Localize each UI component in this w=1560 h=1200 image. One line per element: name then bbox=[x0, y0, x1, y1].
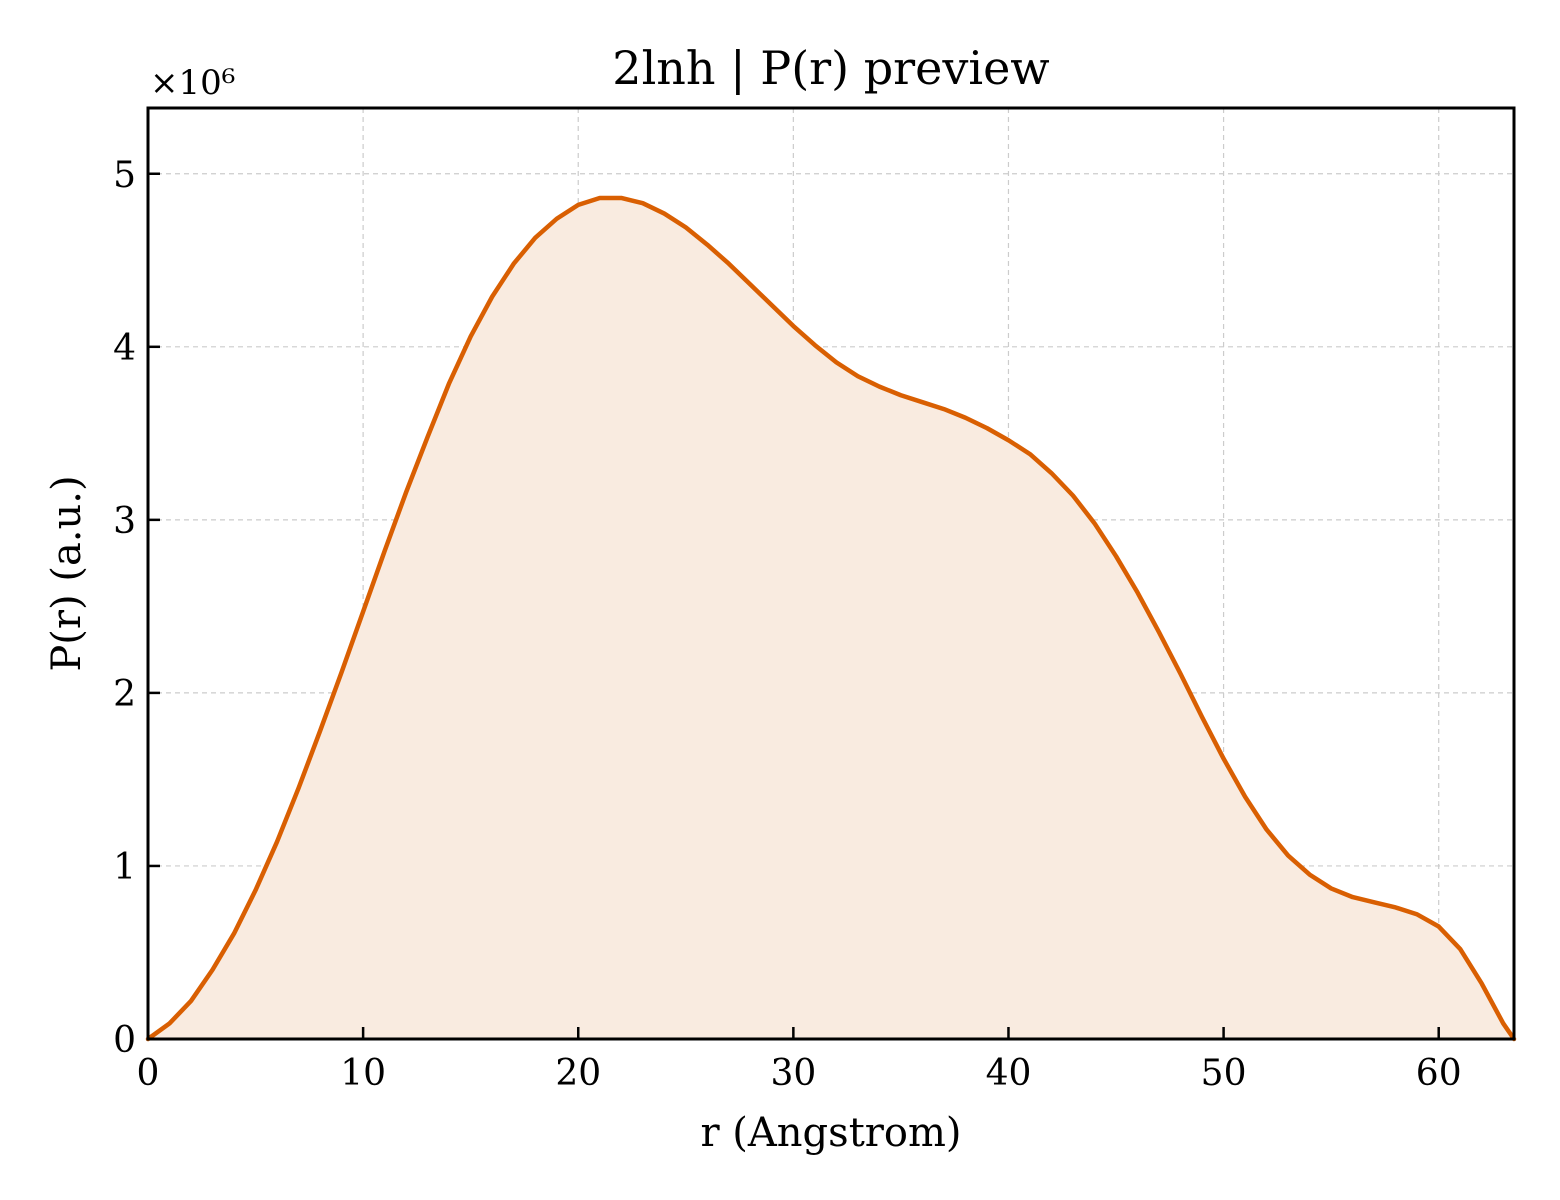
y-tick-label: 2 bbox=[113, 674, 136, 715]
x-tick-label: 30 bbox=[770, 1053, 816, 1094]
y-axis-multiplier: ×10⁶ bbox=[150, 63, 235, 103]
x-tick-label: 50 bbox=[1201, 1053, 1247, 1094]
y-tick-label: 5 bbox=[113, 155, 136, 196]
chart-title: 2lnh | P(r) preview bbox=[612, 41, 1049, 95]
y-tick-label: 3 bbox=[113, 501, 136, 542]
plot-frame bbox=[146, 106, 1516, 1041]
x-tick-label: 60 bbox=[1416, 1053, 1462, 1094]
x-tick-label: 0 bbox=[137, 1053, 160, 1094]
y-tick-label: 0 bbox=[113, 1020, 136, 1061]
x-axis-label: r (Angstrom) bbox=[700, 1110, 961, 1156]
y-axis-label: P(r) (a.u.) bbox=[44, 475, 90, 671]
y-tick-label: 4 bbox=[113, 328, 136, 369]
area-fill bbox=[148, 197, 1514, 1040]
x-tick-label: 10 bbox=[340, 1053, 386, 1094]
y-tick-label: 1 bbox=[113, 847, 136, 888]
ticks: 0 10 20 30 40 50 60 0 1 2 3 4 5 bbox=[113, 155, 1462, 1094]
series-line bbox=[145, 195, 1517, 1042]
x-tick-label: 20 bbox=[555, 1053, 601, 1094]
x-tick-label: 40 bbox=[986, 1053, 1032, 1094]
